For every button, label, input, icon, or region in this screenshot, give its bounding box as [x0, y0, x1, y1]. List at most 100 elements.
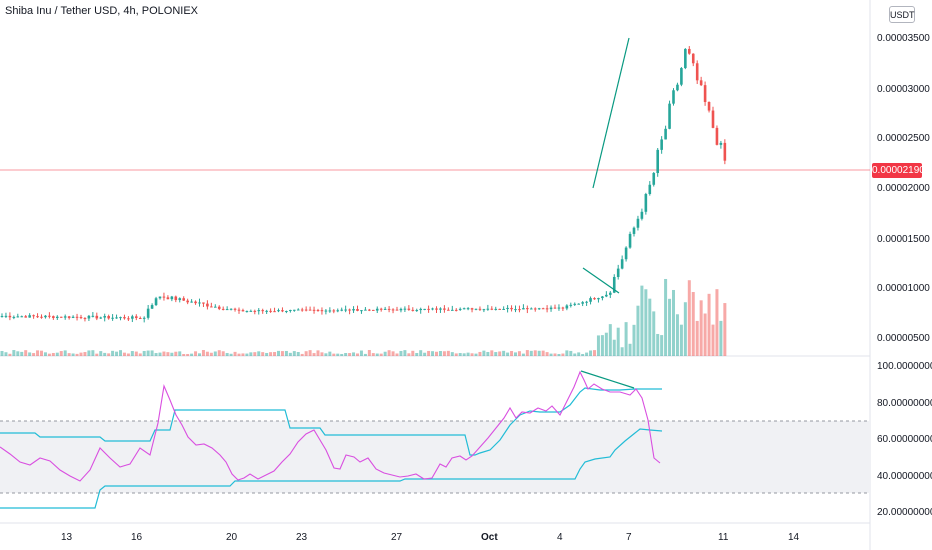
oscillator-line: [0, 370, 661, 482]
candle-body: [652, 173, 656, 185]
volume-bar: [438, 350, 442, 356]
candle-body: [656, 149, 659, 174]
candle-body: [332, 310, 336, 312]
volume-bar: [687, 280, 691, 356]
volume-bar: [0, 350, 4, 356]
volume-bar: [553, 353, 557, 356]
volume-bar: [312, 353, 316, 356]
candle-body: [545, 308, 549, 310]
volume-bar: [375, 353, 379, 356]
time-tick: 7: [626, 532, 632, 543]
volume-bar: [707, 293, 711, 356]
candle-body: [486, 308, 490, 310]
volume-bar: [249, 352, 253, 356]
candle-body: [676, 84, 679, 91]
volume-bar: [660, 335, 664, 356]
volume-bar: [363, 353, 367, 356]
candle-body: [40, 316, 43, 318]
volume-bar: [328, 351, 332, 356]
candle-body: [399, 308, 403, 311]
candle-body: [379, 308, 383, 310]
candle-body: [59, 316, 63, 318]
candle-body: [257, 310, 261, 312]
volume-bar: [288, 352, 292, 356]
volume-bar: [225, 353, 229, 356]
price-trendline-down[interactable]: [582, 267, 620, 294]
price-trendline-up[interactable]: [592, 37, 630, 189]
volume-bar: [668, 298, 672, 356]
volume-bar: [71, 353, 75, 356]
candle-body: [67, 316, 71, 318]
volume-bar: [585, 352, 589, 356]
time-tick: 11: [718, 532, 729, 543]
candle-body: [510, 307, 513, 310]
candle-body: [304, 309, 308, 311]
volume-bar: [182, 353, 186, 356]
candle-body: [308, 309, 312, 311]
volume-bar: [411, 350, 415, 356]
candle-body: [348, 309, 351, 311]
candle-body: [447, 309, 450, 311]
volume-bar: [245, 353, 249, 356]
volume-bar: [296, 352, 300, 356]
volume-bar: [675, 314, 679, 356]
candle-body: [194, 301, 197, 304]
candle-body: [498, 308, 501, 310]
candle-body: [154, 298, 158, 306]
volume-bar: [205, 351, 209, 356]
volume-bar: [308, 350, 312, 356]
indicator-tick: 100.00000000: [877, 361, 932, 372]
oscillator-trendline[interactable]: [580, 370, 635, 389]
candle-body: [553, 307, 557, 309]
candle-body: [533, 308, 537, 310]
candle-body: [182, 298, 185, 301]
symbol-title: Shiba Inu / Tether USD, 4h, POLONIEX: [5, 5, 199, 17]
candle-body: [324, 310, 328, 312]
volume-bar: [320, 352, 324, 356]
candle-body: [95, 315, 99, 319]
candle-body: [178, 298, 182, 301]
volume-bar: [344, 353, 348, 356]
candle-body: [253, 310, 257, 312]
volume-bar: [703, 313, 707, 356]
volume-bar: [352, 352, 356, 356]
candle-body: [648, 184, 652, 195]
candle-body: [628, 233, 632, 248]
candle-body: [711, 110, 715, 128]
volume-bar: [146, 350, 150, 356]
candle-body: [395, 309, 399, 311]
candle-body: [636, 218, 640, 228]
candle-body: [142, 317, 146, 319]
candle-body: [439, 308, 442, 310]
candle-body: [585, 301, 588, 303]
candle-body: [293, 309, 296, 311]
volume-bar: [304, 351, 308, 356]
candle-body: [581, 302, 584, 304]
candle-body: [281, 310, 284, 312]
candle-body: [119, 317, 122, 319]
currency-badge[interactable]: USDT: [889, 6, 915, 23]
candle-body: [616, 268, 620, 277]
candle-body: [411, 309, 415, 311]
candle-body: [537, 308, 541, 310]
volume-bar: [24, 350, 28, 356]
volume-bar: [486, 351, 490, 356]
volume-bar: [221, 351, 225, 356]
volume-bar: [632, 324, 636, 356]
candle-body: [198, 302, 201, 304]
volume-bar: [356, 353, 359, 356]
indicator-tick: 60.00000000: [877, 434, 932, 445]
candle-body: [609, 292, 612, 295]
volume-bar: [233, 351, 237, 356]
candle-body: [111, 317, 114, 319]
candle-body: [407, 308, 411, 310]
volume-bar: [174, 351, 178, 356]
volume-bar: [79, 352, 83, 356]
volume-bar: [115, 351, 119, 356]
candle-body: [518, 309, 521, 311]
volume-bar: [4, 352, 8, 356]
volume-bar: [577, 352, 581, 356]
volume-bar: [134, 351, 138, 356]
volume-bar: [138, 353, 142, 356]
